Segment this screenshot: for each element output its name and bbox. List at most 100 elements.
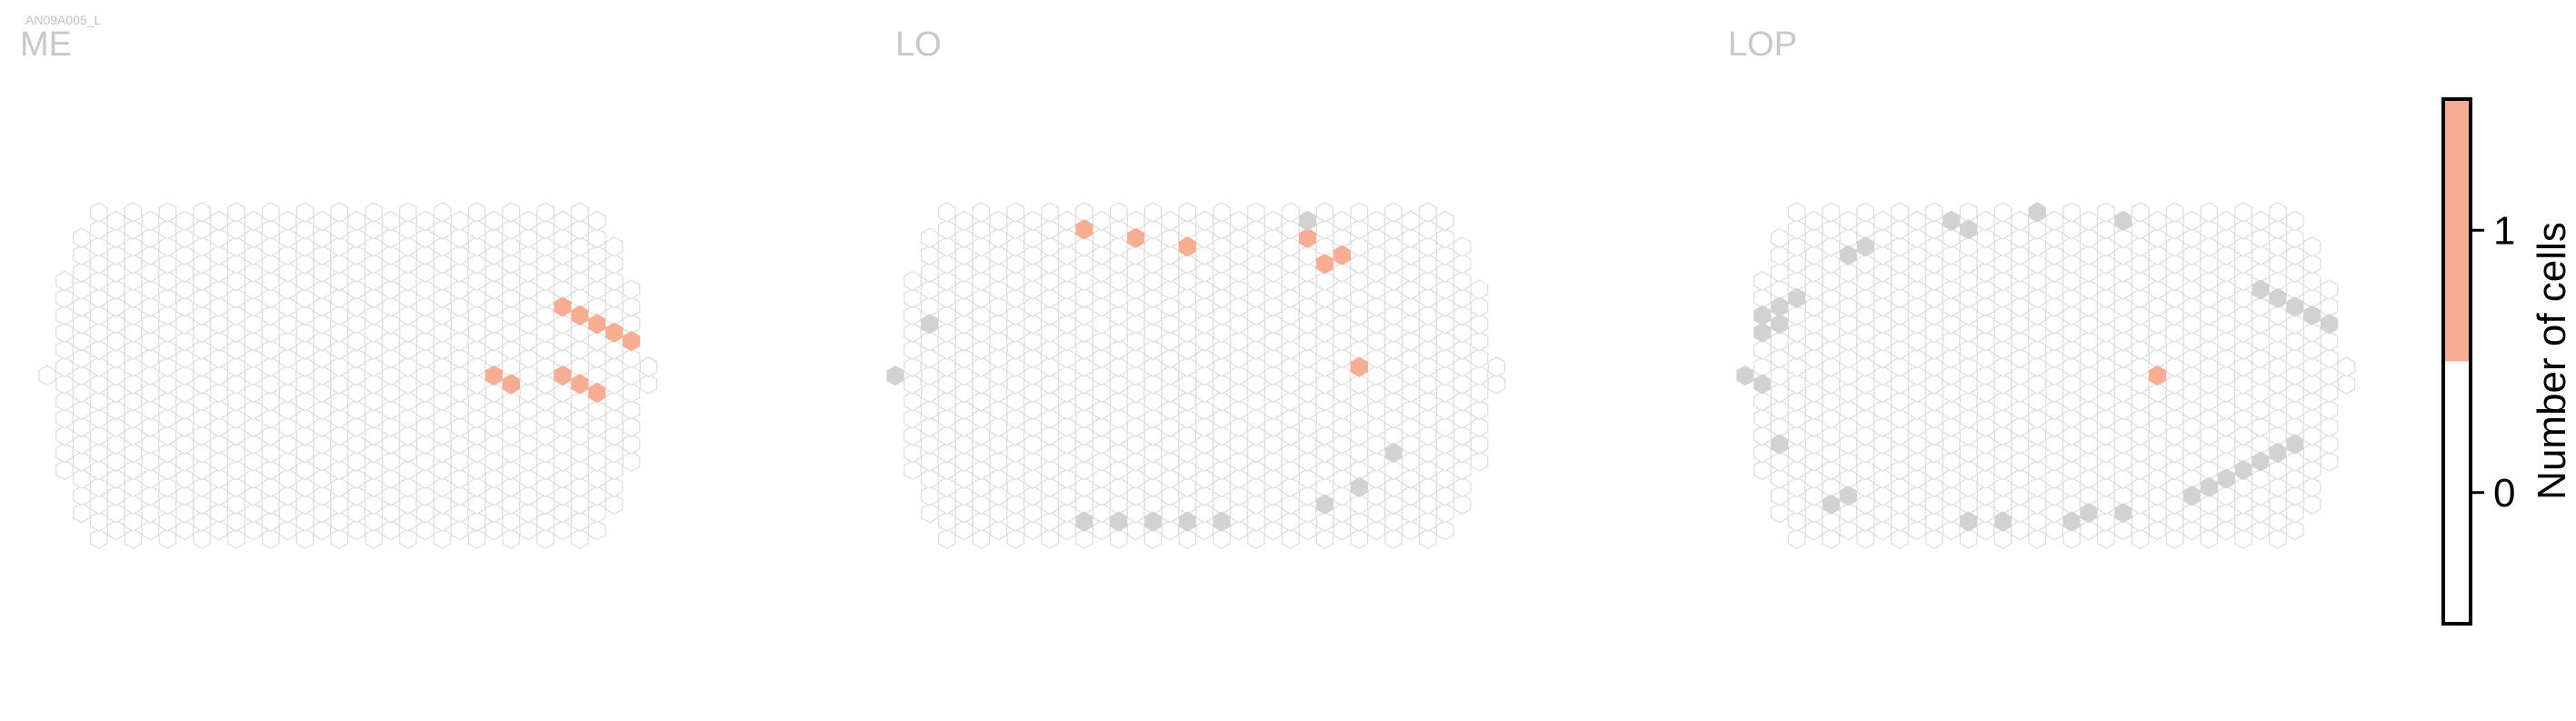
hex-cell xyxy=(536,356,554,377)
hex-cell xyxy=(484,279,504,300)
hex-cell xyxy=(1058,382,1076,404)
hex-cell-gray xyxy=(2114,503,2132,524)
hex-cell xyxy=(141,296,160,317)
hex-cell xyxy=(2148,210,2167,232)
hex-cell xyxy=(141,382,160,404)
hex-cell xyxy=(89,511,108,532)
hex-cell xyxy=(1023,262,1042,283)
hex-cell xyxy=(313,210,332,232)
hex-cell xyxy=(158,425,177,446)
hex-cell xyxy=(141,451,160,472)
hex-cell xyxy=(2200,287,2219,309)
hex-cell xyxy=(622,365,641,386)
hex-cell xyxy=(1436,245,1454,265)
hex-cell xyxy=(972,494,991,516)
hex-cell xyxy=(364,476,383,498)
hex-cell xyxy=(295,374,315,395)
hex-cell xyxy=(261,528,280,549)
hex-cell xyxy=(536,374,554,395)
hex-cell xyxy=(519,279,537,300)
hex-cell xyxy=(1942,227,1961,249)
hex-cell xyxy=(416,399,434,421)
hex-cell xyxy=(1925,253,1943,275)
hex-cell xyxy=(2011,314,2030,335)
hex-cell xyxy=(450,262,469,283)
hex-cell xyxy=(124,511,143,532)
hex-cell xyxy=(433,219,452,240)
hex-cell xyxy=(1856,391,1875,412)
hex-cell xyxy=(2114,347,2132,369)
hex-cell xyxy=(1315,235,1334,257)
hex-cell xyxy=(1109,476,1128,498)
hex-cell xyxy=(1453,356,1472,377)
hex-cell xyxy=(1315,442,1334,464)
hex-cell xyxy=(588,486,606,506)
hex-cell xyxy=(554,468,572,489)
hex-cell xyxy=(313,347,332,369)
hex-cell xyxy=(2131,235,2150,257)
hex-cell xyxy=(1023,399,1042,421)
hex-cell xyxy=(55,391,74,412)
hex-cell xyxy=(1023,468,1042,489)
hex-cell xyxy=(175,227,194,249)
hex-cell xyxy=(1873,314,1892,335)
hex-cell xyxy=(1891,459,1909,481)
hex-cell xyxy=(1908,399,1926,421)
hex-cell xyxy=(261,322,280,344)
hex-cell xyxy=(1075,425,1093,446)
hex-cell xyxy=(588,210,606,232)
hex-cell xyxy=(193,528,211,549)
hex-cell xyxy=(588,502,606,524)
hex-cell xyxy=(954,210,973,232)
hex-cell xyxy=(450,210,469,232)
hex-cell xyxy=(330,476,349,498)
hex-cell xyxy=(399,253,417,275)
hex-cell xyxy=(1891,391,1909,412)
hex-cell xyxy=(954,262,973,283)
hex-cell xyxy=(2182,330,2202,352)
hex-cell-gray xyxy=(1839,245,1858,265)
hex-cell xyxy=(2234,356,2252,377)
hex-cell xyxy=(2252,365,2270,386)
hex-cell xyxy=(1161,347,1180,369)
hex-cell xyxy=(1093,451,1111,472)
hex-cell xyxy=(904,305,922,326)
hex-cell xyxy=(904,270,922,292)
hex-cell xyxy=(1195,296,1213,317)
hex-cell xyxy=(921,330,939,352)
hex-cell xyxy=(1143,459,1163,481)
hex-cell xyxy=(124,202,143,223)
hex-cell xyxy=(2045,382,2063,404)
hex-cell xyxy=(1213,476,1231,498)
hex-cell xyxy=(1247,202,1265,223)
hex-cell xyxy=(1161,502,1180,524)
hex-cell xyxy=(1126,330,1145,352)
hex-cell xyxy=(364,305,383,326)
hex-cell xyxy=(1041,322,1059,344)
hex-cell xyxy=(1143,322,1163,344)
hex-cell xyxy=(124,374,143,395)
hex-cell xyxy=(227,219,245,240)
hex-cell xyxy=(1333,399,1352,421)
hex-cell xyxy=(1891,339,1909,360)
hex-cell xyxy=(989,365,1008,386)
hex-cell xyxy=(1350,305,1369,326)
hex-cell xyxy=(1787,305,1806,326)
hex-cell xyxy=(1942,296,1961,317)
hex-cell xyxy=(89,494,108,516)
hex-cell xyxy=(1804,416,1823,437)
hex-cell xyxy=(1281,219,1300,240)
hex-cell xyxy=(2062,219,2081,240)
hex-cell xyxy=(1470,330,1489,352)
hex-cell xyxy=(106,227,125,249)
hex-cell xyxy=(467,253,486,275)
hex-cell xyxy=(227,322,245,344)
hex-cell xyxy=(1993,235,2012,257)
hex-cell xyxy=(519,486,537,506)
hex-cell xyxy=(1839,399,1858,421)
hex-cell xyxy=(536,511,554,532)
hex-cell xyxy=(1161,416,1180,437)
hex-cell xyxy=(2269,374,2287,395)
hex-cell xyxy=(2062,339,2081,360)
hex-cell xyxy=(1856,494,1875,516)
